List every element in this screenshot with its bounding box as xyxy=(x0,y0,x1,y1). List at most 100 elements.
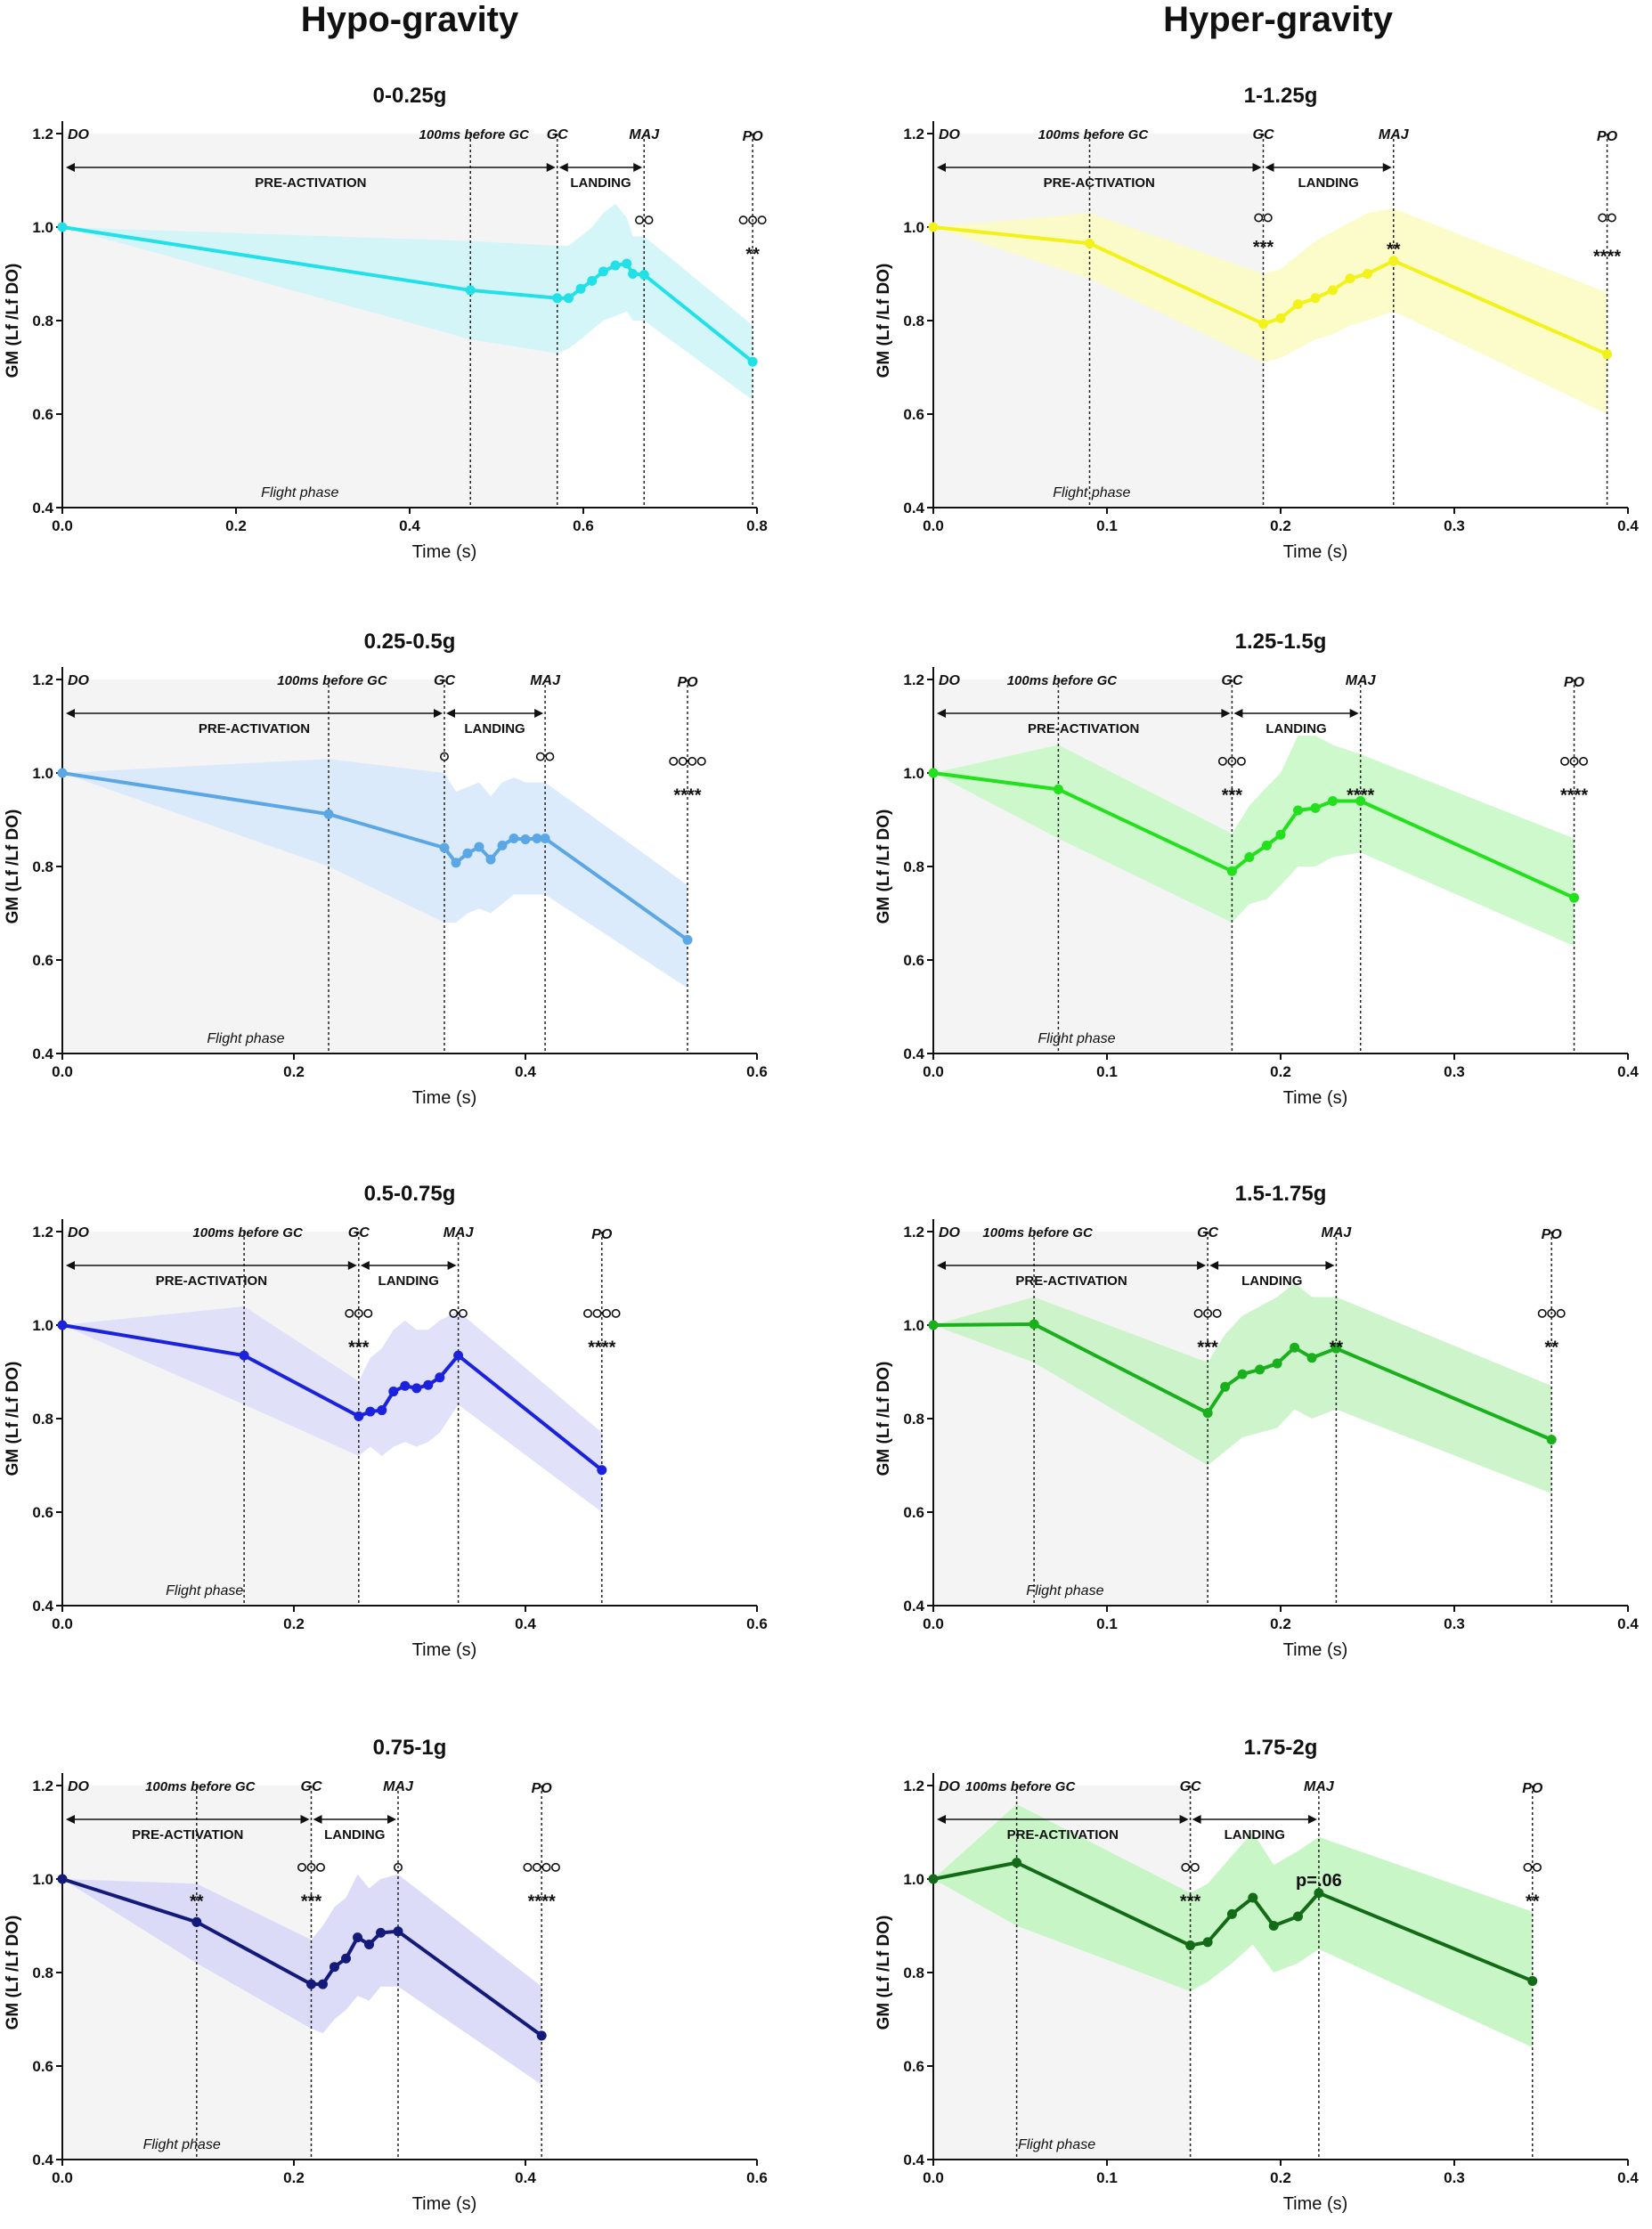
data-point xyxy=(1306,1353,1317,1363)
y-tick-label: 1.0 xyxy=(32,765,53,782)
data-point xyxy=(520,834,531,845)
significance-label: *** xyxy=(1253,238,1274,257)
chart-1-25-1-5g: 1.25-1.5g 0.4 0.6 0.8 1.0 1.2 0.0 0.1 0.2 0.3 0.4 T… xyxy=(875,630,1639,1108)
significance-marker-circle xyxy=(449,1308,459,1318)
pre-activation-arrow-head-right xyxy=(1221,709,1231,718)
x-tick-label: 0.0 xyxy=(52,517,73,534)
sd-band xyxy=(933,736,1575,947)
x-axis-label: Time (s) xyxy=(412,2194,477,2214)
significance-marker-circle xyxy=(1533,1862,1542,1872)
significance-marker-circle xyxy=(1537,1308,1547,1318)
data-point xyxy=(393,1926,403,1937)
data-point xyxy=(1275,829,1286,840)
significance-marker-circle xyxy=(297,1862,306,1872)
landing-arrow-head-left xyxy=(558,163,568,172)
significance-marker-circle xyxy=(532,1862,541,1872)
label-do: DO xyxy=(68,1225,90,1241)
landing-arrow-head-right xyxy=(1382,163,1392,172)
data-point xyxy=(57,1320,68,1330)
data-point xyxy=(439,842,450,853)
x-tick-label: 0.6 xyxy=(573,517,594,534)
y-tick-label: 0.6 xyxy=(903,2058,924,2075)
x-tick-label: 0.2 xyxy=(1270,517,1291,534)
chart-title: 0.25-0.5g xyxy=(364,630,456,654)
data-point xyxy=(354,1411,364,1421)
significance-marker-circle xyxy=(1569,756,1579,766)
y-tick-label: 0.6 xyxy=(32,1504,53,1521)
x-tick-label: 0.1 xyxy=(1096,1063,1118,1080)
flight-phase-label: Flight phase xyxy=(1053,485,1130,500)
data-point xyxy=(1268,1921,1279,1931)
chart-title: 1.25-1.5g xyxy=(1235,630,1327,654)
data-point xyxy=(376,1927,386,1938)
label-po: PO xyxy=(743,129,764,144)
x-tick-label: 0.3 xyxy=(1444,2169,1465,2186)
significance-marker-circle xyxy=(535,752,545,761)
y-tick-label: 1.0 xyxy=(32,1871,53,1888)
data-point xyxy=(57,222,68,232)
sd-band xyxy=(933,208,1607,414)
x-tick-label: 0.0 xyxy=(923,1063,944,1080)
chart-title: 1.75-2g xyxy=(1244,1736,1318,1760)
pre-activation-arrow-head-right xyxy=(347,1261,357,1270)
significance-marker-circle xyxy=(550,1862,560,1872)
label-100ms-before-gc: 100ms before GC xyxy=(192,1225,304,1241)
x-tick-label: 0.4 xyxy=(1617,2169,1639,2186)
x-tick-label: 0.3 xyxy=(1444,1063,1465,1080)
label-gc: GC xyxy=(434,673,455,688)
data-point xyxy=(532,834,542,843)
data-point xyxy=(485,854,496,865)
data-point xyxy=(928,768,939,778)
label-do: DO xyxy=(68,127,90,142)
landing-label: LANDING xyxy=(378,1273,439,1289)
sd-band xyxy=(62,1306,602,1512)
x-axis-label: Time (s) xyxy=(412,1088,477,1108)
data-point xyxy=(928,1874,939,1884)
y-tick-label: 0.6 xyxy=(32,952,53,969)
landing-label: LANDING xyxy=(1298,175,1358,191)
data-point xyxy=(323,809,334,819)
pre-activation-arrow-head-right xyxy=(1197,1261,1207,1270)
data-point xyxy=(597,1465,607,1476)
significance-marker-circle xyxy=(458,1308,468,1318)
chart-title: 0-0.25g xyxy=(373,84,447,108)
pre-activation-label: PRE-ACTIVATION xyxy=(255,175,366,191)
significance-marker-circle xyxy=(757,216,767,225)
data-point xyxy=(330,1962,339,1973)
pre-activation-arrow-head-left xyxy=(937,163,946,172)
data-point xyxy=(318,1979,328,1989)
pre-activation-arrow-head-left xyxy=(66,163,75,172)
data-point xyxy=(563,293,574,304)
x-tick-label: 0.4 xyxy=(1617,517,1639,534)
significance-marker-circle xyxy=(592,1308,602,1318)
significance-marker-circle xyxy=(611,1308,621,1318)
x-tick-label: 0.2 xyxy=(1270,1063,1291,1080)
y-tick-label: 1.0 xyxy=(903,219,924,236)
chart-0-25-0-5g: 0.25-0.5g 0.4 0.6 0.8 1.0 1.2 0.0 0.2 0.4 0.6 Time… xyxy=(4,630,768,1108)
y-tick-label: 1.0 xyxy=(32,219,53,236)
flight-phase-label: Flight phase xyxy=(1038,1031,1115,1046)
x-tick-label: 0.1 xyxy=(1096,1615,1118,1632)
data-point xyxy=(1255,1364,1265,1375)
data-point xyxy=(239,1350,249,1361)
chart-1-5-1-75g: 1.5-1.75g 0.4 0.6 0.8 1.0 1.2 0.0 0.1 0.2 0.3 0.4 T… xyxy=(875,1182,1639,1660)
significance-marker-circle xyxy=(1579,756,1589,766)
data-point xyxy=(610,260,621,271)
hyper-gravity-column-title: Hyper-gravity xyxy=(1163,0,1393,39)
data-point xyxy=(1363,269,1372,279)
chart-1-75-2g: 1.75-2g 0.4 0.6 0.8 1.0 1.2 0.0 0.1 0.2 0.3 0.4 Tim… xyxy=(875,1736,1639,2214)
data-point xyxy=(1388,256,1399,266)
label-do: DO xyxy=(68,1779,90,1794)
data-point xyxy=(365,1406,376,1417)
data-point xyxy=(1314,1888,1324,1899)
significance-label: *** xyxy=(301,1892,322,1912)
data-point xyxy=(1275,313,1286,323)
data-point xyxy=(57,1874,68,1884)
data-point xyxy=(1185,1940,1196,1951)
y-tick-label: 1.0 xyxy=(903,1317,924,1334)
pre-activation-label: PRE-ACTIVATION xyxy=(1028,721,1139,736)
chart-title: 0.75-1g xyxy=(373,1736,447,1760)
y-axis-label: GM (Lf /Lf DO) xyxy=(875,1362,893,1477)
landing-arrow-head-left xyxy=(1233,709,1243,718)
data-point xyxy=(474,842,484,852)
